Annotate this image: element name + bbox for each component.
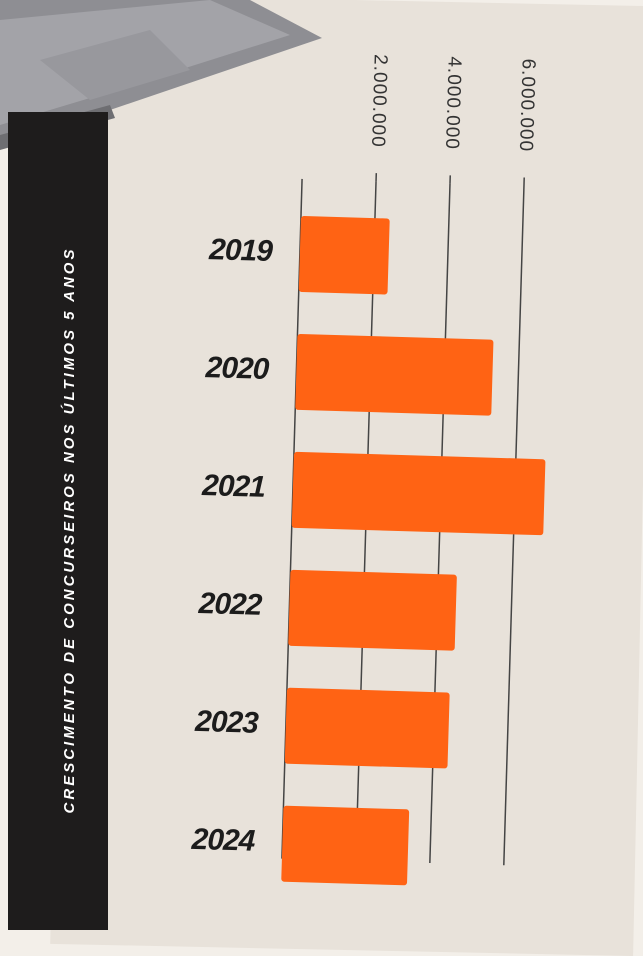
y-tick-label: 2020: [204, 351, 270, 386]
bar: [291, 451, 546, 536]
title-band: [8, 112, 108, 930]
bar: [281, 805, 410, 886]
y-tick-label: 2022: [197, 587, 263, 622]
x-tick-label: 4.000.000: [441, 56, 465, 150]
y-tick-label: 2023: [194, 705, 260, 740]
bar: [295, 333, 494, 416]
bar: [288, 569, 457, 651]
plot: 2.000.000 4.000.000 6.000.000 2019 2020 2021 2…: [190, 54, 546, 886]
chart-title: CRESCIMENTO DE CONCURSEIROS NOS ÚLTIMOS …: [60, 247, 78, 814]
bar: [284, 687, 450, 769]
x-tick-label: 6.000.000: [515, 58, 539, 152]
x-tick-label: 2.000.000: [367, 54, 391, 148]
bar: [298, 216, 390, 295]
y-tick-label: 2024: [190, 823, 256, 858]
y-tick-label: 2019: [208, 233, 274, 268]
y-tick-label: 2021: [201, 469, 266, 504]
